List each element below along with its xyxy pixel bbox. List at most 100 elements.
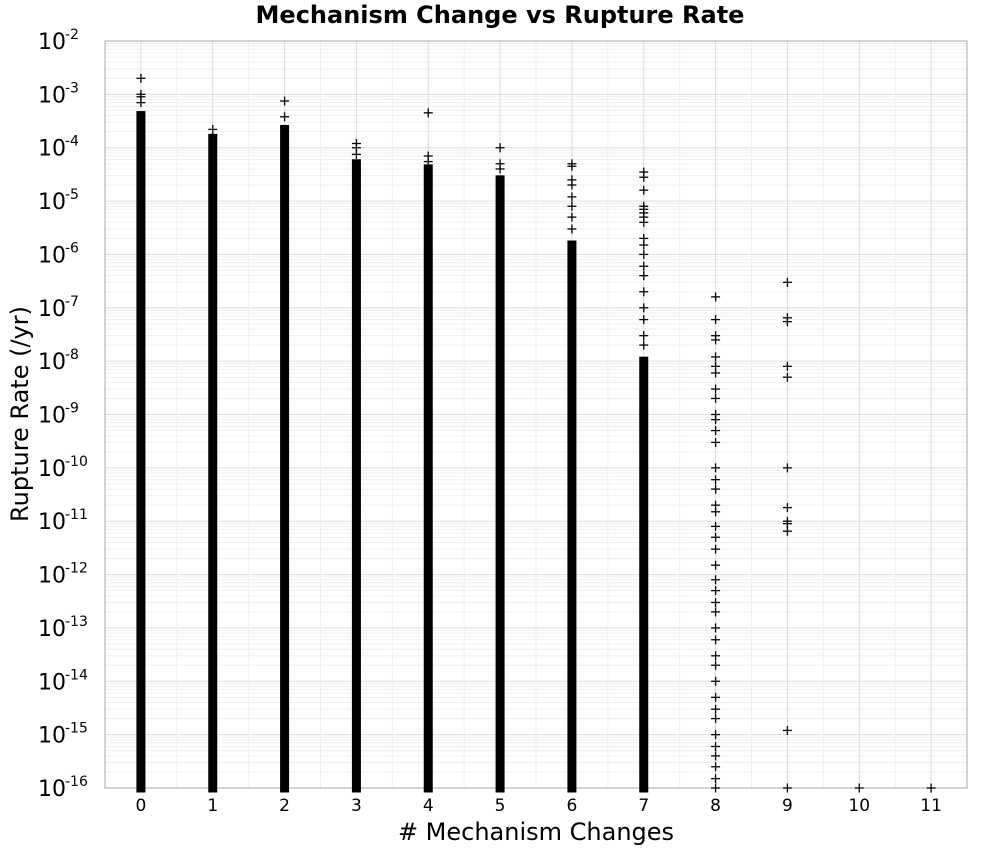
x-tick-label: 0 bbox=[136, 796, 147, 816]
data-point bbox=[711, 463, 721, 473]
data-point bbox=[495, 164, 505, 174]
y-tick-label: 10 bbox=[38, 564, 66, 589]
y-tick-exponent: -14 bbox=[65, 667, 88, 683]
y-tick-exponent: -13 bbox=[65, 614, 88, 630]
chart-title: Mechanism Change vs Rupture Rate bbox=[256, 1, 745, 29]
data-point bbox=[711, 292, 721, 302]
x-tick-label: 1 bbox=[207, 796, 218, 816]
data-point bbox=[711, 352, 721, 362]
y-tick-label: 10 bbox=[38, 297, 66, 322]
data-point bbox=[711, 544, 721, 554]
y-tick-exponent: -8 bbox=[65, 347, 79, 363]
y-tick-label: 10 bbox=[38, 457, 66, 482]
data-points bbox=[136, 73, 936, 793]
data-point bbox=[208, 124, 218, 134]
data-point bbox=[423, 108, 433, 118]
x-tick-label: 6 bbox=[567, 796, 578, 816]
data-point bbox=[711, 623, 721, 633]
y-tick-label: 10 bbox=[38, 83, 66, 108]
data-point bbox=[567, 201, 577, 211]
y-tick-exponent: -2 bbox=[65, 27, 79, 43]
data-point bbox=[711, 437, 721, 447]
y-tick-label: 10 bbox=[38, 724, 66, 749]
x-tick-label: 11 bbox=[920, 796, 942, 816]
data-point bbox=[711, 741, 721, 751]
data-point bbox=[567, 212, 577, 222]
data-point bbox=[639, 331, 649, 341]
y-tick-exponent: -16 bbox=[65, 774, 88, 790]
data-point bbox=[711, 393, 721, 403]
data-point bbox=[711, 751, 721, 761]
data-point bbox=[639, 340, 649, 350]
y-tick-label: 10 bbox=[38, 350, 66, 375]
x-axis-label: # Mechanism Changes bbox=[398, 818, 674, 846]
data-point bbox=[711, 426, 721, 436]
data-point bbox=[639, 315, 649, 325]
data-point bbox=[782, 519, 792, 529]
y-tick-label: 10 bbox=[38, 617, 66, 642]
x-tick-label: 10 bbox=[848, 796, 870, 816]
y-tick-exponent: -3 bbox=[65, 80, 79, 96]
data-point bbox=[711, 651, 721, 661]
data-point bbox=[711, 532, 721, 542]
data-point bbox=[711, 607, 721, 617]
y-tick-exponent: -7 bbox=[65, 294, 79, 310]
plot-area bbox=[104, 40, 968, 789]
data-point bbox=[639, 185, 649, 195]
data-point bbox=[711, 635, 721, 645]
data-point bbox=[711, 521, 721, 531]
data-point bbox=[782, 361, 792, 371]
y-tick-label: 10 bbox=[38, 243, 66, 268]
data-point bbox=[136, 73, 146, 83]
data-point bbox=[280, 96, 290, 106]
y-axis-label: Rupture Rate (/yr) bbox=[6, 306, 34, 522]
data-point bbox=[639, 271, 649, 281]
data-point bbox=[711, 676, 721, 686]
data-point-column bbox=[423, 164, 433, 793]
grid bbox=[104, 40, 968, 789]
data-point bbox=[711, 730, 721, 740]
data-point bbox=[711, 575, 721, 585]
y-tick-exponent: -12 bbox=[65, 561, 88, 577]
data-point bbox=[711, 783, 721, 793]
data-point bbox=[711, 507, 721, 517]
data-point-column bbox=[495, 175, 505, 793]
data-point bbox=[351, 149, 361, 159]
data-point bbox=[567, 224, 577, 234]
data-point bbox=[567, 180, 577, 190]
data-point-column bbox=[567, 240, 577, 793]
x-tick-label: 5 bbox=[495, 796, 506, 816]
data-point bbox=[639, 249, 649, 259]
data-point-column bbox=[639, 356, 649, 793]
data-point-column bbox=[136, 111, 146, 793]
data-point bbox=[711, 368, 721, 378]
y-tick-label: 10 bbox=[38, 404, 66, 429]
data-point bbox=[639, 261, 649, 271]
data-point-column bbox=[280, 124, 290, 793]
data-point bbox=[854, 783, 864, 793]
x-tick-labels: 0 1 2 3 4 5 6 7 8 9 10 11 bbox=[136, 796, 942, 816]
data-point bbox=[711, 597, 721, 607]
data-point bbox=[280, 112, 290, 122]
data-point bbox=[782, 503, 792, 513]
y-tick-label: 10 bbox=[38, 190, 66, 215]
data-point bbox=[711, 315, 721, 325]
data-point bbox=[639, 217, 649, 227]
y-tick-label: 10 bbox=[38, 777, 66, 802]
x-tick-label: 7 bbox=[638, 796, 649, 816]
data-point bbox=[782, 463, 792, 473]
y-tick-exponent: -11 bbox=[65, 507, 88, 523]
y-tick-exponent: -10 bbox=[65, 454, 88, 470]
x-tick-label: 8 bbox=[710, 796, 721, 816]
y-tick-exponent: -4 bbox=[65, 134, 79, 150]
data-point bbox=[711, 660, 721, 670]
data-point bbox=[423, 157, 433, 167]
data-point bbox=[711, 484, 721, 494]
y-tick-exponent: -5 bbox=[65, 187, 79, 203]
data-point bbox=[926, 783, 936, 793]
y-tick-exponent: -15 bbox=[65, 721, 88, 737]
data-point bbox=[782, 277, 792, 287]
y-tick-label: 10 bbox=[38, 670, 66, 695]
data-point bbox=[711, 384, 721, 394]
data-point bbox=[639, 172, 649, 182]
